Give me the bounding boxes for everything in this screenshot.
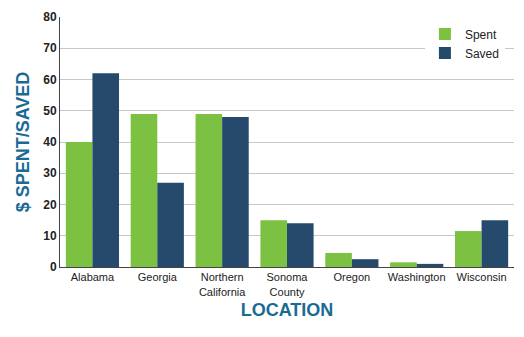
svg-text:Washington: Washington: [388, 271, 446, 283]
svg-text:0: 0: [50, 260, 57, 274]
svg-text:Spent: Spent: [465, 28, 497, 42]
svg-text:50: 50: [43, 104, 57, 118]
svg-text:$ SPENT/SAVED: $ SPENT/SAVED: [13, 72, 33, 213]
svg-text:Wisconsin: Wisconsin: [457, 271, 507, 283]
svg-text:60: 60: [43, 73, 57, 87]
svg-text:40: 40: [43, 135, 57, 149]
svg-text:Alabama: Alabama: [71, 271, 115, 283]
svg-text:30: 30: [43, 166, 57, 180]
svg-text:70: 70: [43, 41, 57, 55]
svg-text:Oregon: Oregon: [334, 271, 371, 283]
svg-text:80: 80: [43, 10, 57, 24]
svg-text:Georgia: Georgia: [138, 271, 178, 283]
svg-text:LOCATION: LOCATION: [241, 300, 334, 320]
svg-text:Saved: Saved: [465, 47, 499, 61]
svg-text:20: 20: [43, 198, 57, 212]
svg-text:NorthernCalifornia: NorthernCalifornia: [199, 271, 246, 297]
svg-text:10: 10: [43, 229, 57, 243]
svg-text:SonomaCounty: SonomaCounty: [267, 271, 309, 297]
